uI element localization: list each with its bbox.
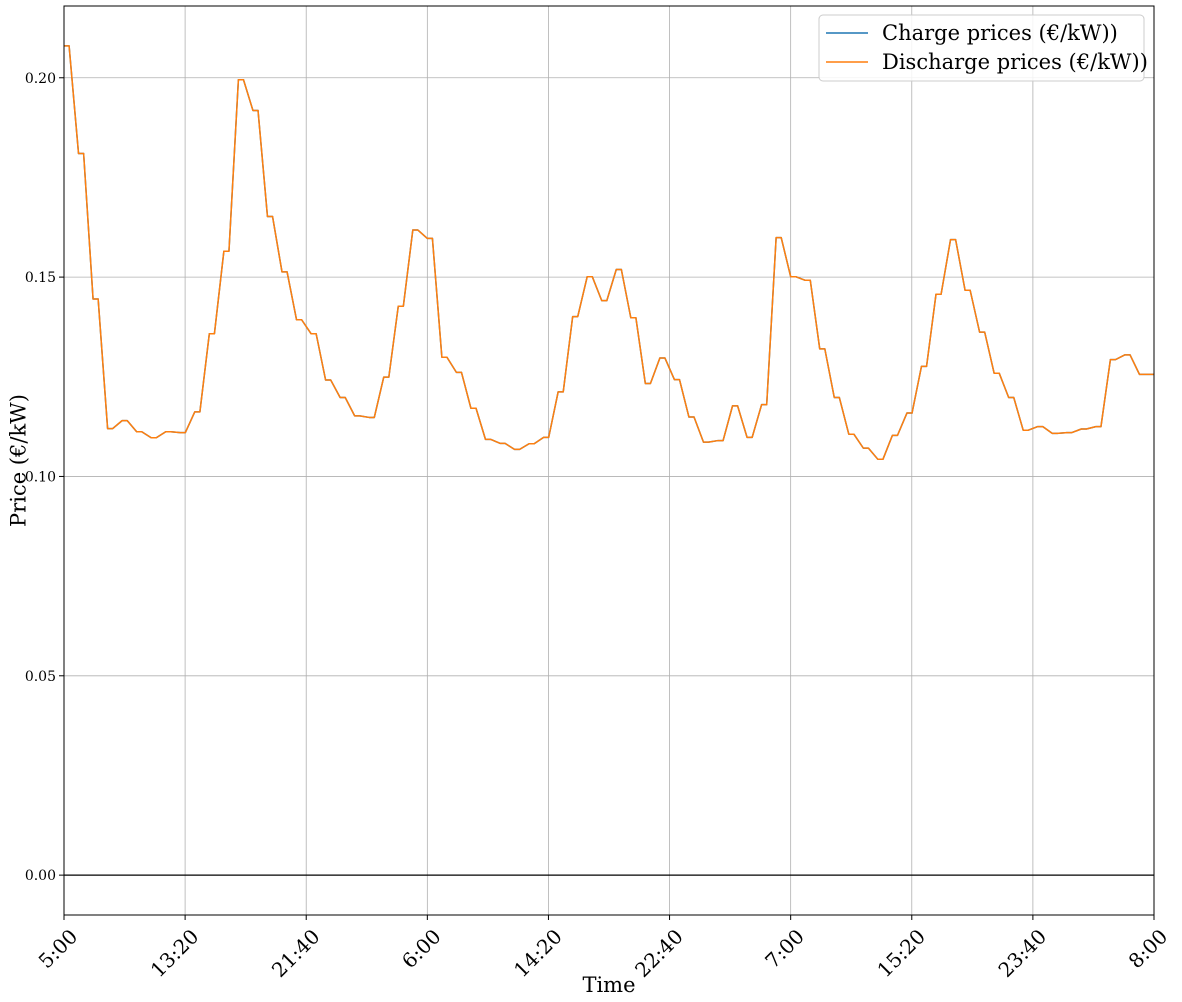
series-line-discharge (64, 45, 1154, 461)
y-axis-label: Price (€/kW) (7, 394, 31, 527)
plot-area-frame (63, 5, 1155, 916)
legend-label-charge: Charge prices (€/kW)) (882, 21, 1118, 45)
y-axis-ticks: 0.00 0.05 0.10 0.15 0.20 (25, 71, 64, 884)
grid-lines (64, 6, 1154, 915)
legend-box (818, 14, 1145, 82)
series-layer (64, 45, 1154, 461)
y-tick-label: 0.10 (25, 469, 56, 485)
legend: Charge prices (€/kW)) Discharge prices (… (818, 14, 1148, 82)
y-tick-label: 0.15 (25, 270, 56, 286)
y-tick-label: 0.05 (25, 669, 56, 685)
x-axis-label: Time (582, 973, 635, 997)
y-tick-label: 0.00 (25, 868, 56, 884)
y-tick-label: 0.20 (25, 71, 56, 87)
legend-label-discharge: Discharge prices (€/kW)) (882, 50, 1148, 74)
